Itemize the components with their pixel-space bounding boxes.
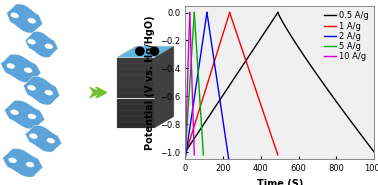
Polygon shape [117, 58, 155, 63]
Polygon shape [117, 63, 155, 69]
Polygon shape [117, 122, 155, 128]
Ellipse shape [28, 114, 36, 119]
Ellipse shape [26, 162, 34, 167]
Polygon shape [23, 76, 60, 105]
Y-axis label: Potential (V vs. Hg/HgO): Potential (V vs. Hg/HgO) [144, 15, 155, 150]
Polygon shape [3, 148, 43, 177]
Ellipse shape [29, 133, 37, 139]
Ellipse shape [6, 63, 15, 69]
Polygon shape [25, 31, 58, 58]
Polygon shape [117, 46, 174, 57]
0.5 A/g [276, 11, 280, 14]
Polygon shape [117, 93, 155, 98]
0.5 A/g [336, 103, 341, 105]
Polygon shape [117, 116, 155, 122]
Polygon shape [5, 100, 45, 129]
Polygon shape [117, 99, 155, 104]
Ellipse shape [8, 158, 17, 163]
Polygon shape [155, 46, 174, 128]
Polygon shape [117, 75, 155, 81]
0.5 A/g [300, 52, 305, 54]
Polygon shape [6, 4, 43, 33]
Polygon shape [117, 69, 155, 75]
Ellipse shape [28, 85, 36, 91]
Polygon shape [1, 54, 41, 83]
Ellipse shape [45, 44, 53, 49]
X-axis label: Time (S): Time (S) [257, 179, 303, 185]
Line: 0.5 A/g: 0.5 A/g [278, 13, 374, 152]
Legend: 0.5 A/g, 1 A/g, 2 A/g, 5 A/g, 10 A/g: 0.5 A/g, 1 A/g, 2 A/g, 5 A/g, 10 A/g [322, 10, 370, 63]
Ellipse shape [27, 39, 36, 44]
Polygon shape [117, 110, 155, 116]
Polygon shape [25, 125, 62, 152]
Ellipse shape [10, 110, 19, 115]
Circle shape [136, 47, 144, 55]
Circle shape [150, 47, 159, 55]
Ellipse shape [24, 68, 32, 73]
0.5 A/g [292, 40, 296, 42]
0.5 A/g [372, 151, 376, 153]
Ellipse shape [28, 18, 36, 23]
0.5 A/g [303, 57, 308, 59]
Ellipse shape [11, 13, 19, 18]
Ellipse shape [45, 90, 53, 95]
0.5 A/g [307, 62, 311, 64]
Polygon shape [117, 87, 155, 92]
Polygon shape [117, 105, 155, 110]
Ellipse shape [46, 138, 55, 143]
Polygon shape [117, 81, 155, 87]
0.5 A/g [308, 64, 313, 66]
